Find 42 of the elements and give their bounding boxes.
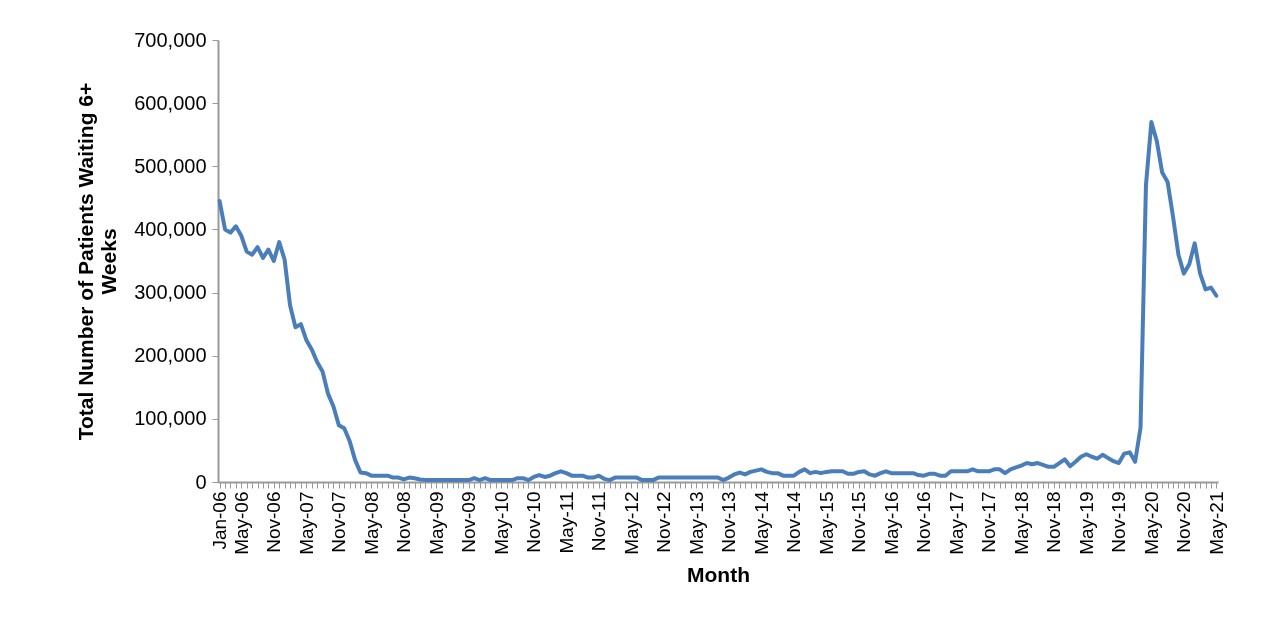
y-tick-label: 300,000 [134,281,207,304]
y-tick-label: 100,000 [134,407,207,430]
x-tick-label: Nov-19 [1108,491,1130,553]
x-tick-label: May-06 [230,491,252,555]
x-tick-label: May-15 [815,491,837,555]
x-tick-label: Nov-20 [1173,491,1195,553]
x-tick-label: May-07 [295,491,317,555]
x-tick-label: May-20 [1140,491,1162,555]
x-tick-label: Nov-16 [913,491,935,553]
x-tick-label: Nov-06 [263,491,285,553]
x-tick-label: Nov-18 [1043,491,1065,553]
x-tick-label: Nov-15 [848,491,870,553]
x-tick-label: May-17 [945,491,967,555]
x-tick-label: May-09 [425,491,447,555]
x-tick-label: Nov-13 [718,491,740,553]
y-axis-title: Total Number of Patients Waiting 6+ Weeks [74,82,121,441]
x-tick-label: May-21 [1205,491,1227,555]
y-tick-label: 0 [195,470,207,493]
x-tick-label: May-08 [360,491,382,555]
x-tick-label: May-11 [555,491,577,554]
x-axis-title: Month [687,562,750,586]
y-tick-label: 400,000 [134,217,207,240]
x-tick-label: Jan-06 [209,491,231,550]
x-tick-label: Nov-12 [653,491,675,553]
x-tick-label: May-12 [620,491,642,555]
x-tick-label: Nov-07 [328,491,350,553]
y-tick-label: 700,000 [134,28,207,51]
x-tick-label: May-16 [880,491,902,555]
y-tick-label: 200,000 [134,344,207,367]
x-tick-label: Nov-17 [978,491,1000,553]
x-tick-label: Nov-11 [588,491,610,552]
y-tick-label: 500,000 [134,154,207,177]
x-tick-label: Nov-09 [458,491,480,553]
x-tick-label: May-19 [1075,491,1097,555]
x-tick-label: Nov-10 [523,491,545,553]
x-tick-label: May-14 [750,491,772,555]
x-tick-label: Nov-14 [783,491,805,553]
x-tick-label: May-18 [1010,491,1032,555]
x-tick-label: May-13 [685,491,707,555]
x-tick-label: May-10 [490,491,512,555]
x-tick-label: Nov-08 [393,491,415,553]
y-tick-label: 600,000 [134,91,207,114]
